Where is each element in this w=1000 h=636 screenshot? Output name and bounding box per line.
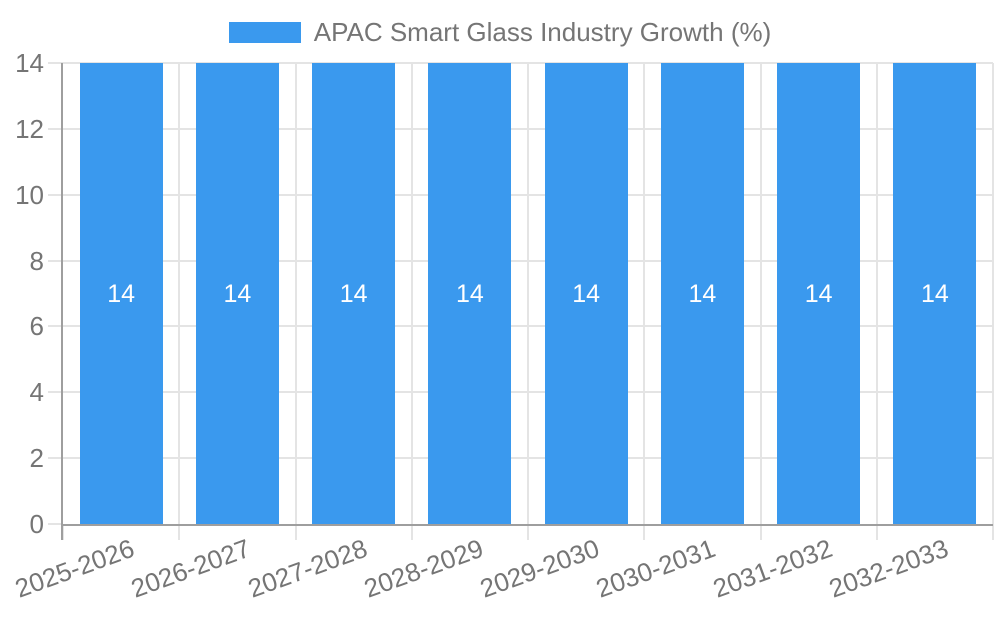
x-tick-mark: [643, 524, 646, 540]
y-tick-label: 14: [15, 48, 44, 78]
chart-page: { "chart_data": { "type": "bar", "title"…: [0, 12, 1000, 604]
bar[interactable]: [544, 63, 628, 524]
x-gridline: [759, 63, 762, 540]
bar[interactable]: [79, 63, 163, 524]
bar[interactable]: [428, 63, 512, 524]
y-tick-mark: [48, 457, 63, 460]
x-tick-mark: [992, 524, 994, 540]
y-tick-label: 4: [29, 377, 44, 408]
bar[interactable]: [660, 63, 744, 524]
bar[interactable]: [312, 63, 396, 524]
bar[interactable]: [893, 63, 977, 524]
y-axis-line: [61, 63, 63, 540]
x-gridline: [527, 63, 529, 540]
x-gridline: [178, 63, 181, 540]
x-tick-mark: [759, 524, 762, 540]
x-gridline: [410, 63, 413, 540]
x-gridline: [643, 63, 646, 540]
y-tick-label: 10: [15, 179, 44, 210]
legend-label: APAC Smart Glass Industry Growth (%): [313, 17, 772, 47]
legend-swatch: [228, 21, 301, 43]
x-axis-line: [61, 524, 993, 526]
y-tick-label: 6: [29, 311, 44, 342]
y-tick-mark: [48, 193, 63, 196]
bar[interactable]: [777, 63, 861, 524]
x-tick-mark: [527, 524, 529, 540]
x-tick-mark: [875, 524, 878, 540]
bar[interactable]: [195, 63, 279, 524]
x-gridline: [875, 63, 878, 540]
y-tick-label: 12: [15, 113, 44, 144]
x-tick-mark: [410, 524, 413, 540]
x-tick-mark: [62, 524, 64, 540]
y-tick-mark: [48, 523, 63, 525]
x-gridline: [992, 63, 994, 540]
y-tick-mark: [48, 259, 63, 262]
x-tick-mark: [294, 524, 297, 540]
plot-area: 0 2 4 6 8 10 12 14 14 2025-2026 14 2026-2027 14 2027-…: [11, 48, 994, 604]
y-tick-label: 0: [29, 509, 44, 539]
x-tick-mark: [178, 524, 181, 540]
y-tick-mark: [48, 62, 63, 64]
legend[interactable]: APAC Smart Glass Industry Growth (%): [0, 12, 1000, 52]
y-tick-mark: [48, 127, 63, 130]
y-tick-label: 8: [29, 245, 44, 276]
y-tick-label: 2: [29, 443, 44, 474]
x-gridline: [294, 63, 297, 540]
y-tick-mark: [48, 325, 63, 328]
y-tick-mark: [48, 391, 63, 394]
